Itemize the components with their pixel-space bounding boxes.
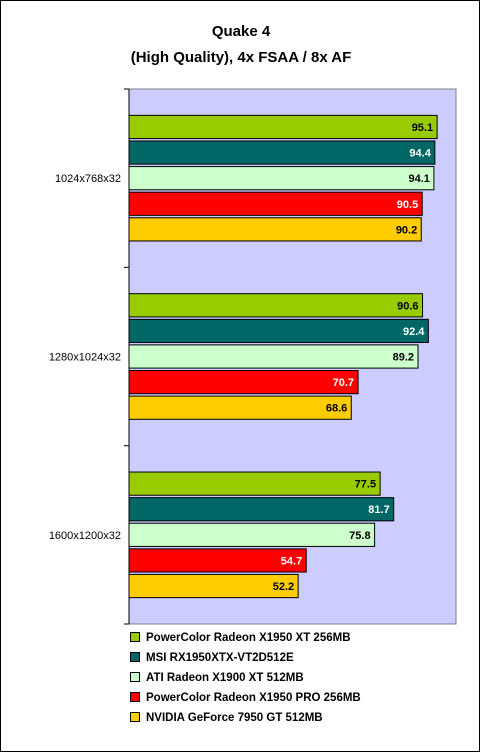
- legend-item: ATI Radeon X1900 XT 512MB: [130, 668, 430, 688]
- data-label: 81.7: [368, 504, 389, 516]
- legend-item: PowerColor Radeon X1950 PRO 256MB: [130, 688, 430, 708]
- data-label: 94.4: [409, 148, 431, 160]
- chart-title: Quake 4: [211, 23, 271, 40]
- bar: [128, 318, 429, 343]
- legend-label: ATI Radeon X1900 XT 512MB: [146, 672, 304, 684]
- bar: [128, 548, 307, 573]
- data-label: 52.2: [273, 581, 294, 593]
- data-label: 77.5: [355, 479, 376, 491]
- bar: [128, 114, 438, 140]
- data-label: 75.8: [349, 530, 370, 542]
- data-label: 90.2: [396, 224, 417, 236]
- legend-label: NVIDIA GeForce 7950 GT 512MB: [146, 712, 323, 724]
- bar: [128, 395, 352, 420]
- legend-swatch: [130, 671, 140, 682]
- bar: [128, 522, 376, 547]
- bar: [128, 166, 435, 191]
- bar: [128, 217, 422, 242]
- data-label: 90.6: [397, 300, 418, 312]
- category-label: 1600x1200x32: [49, 530, 121, 542]
- legend-label: MSI RX1950XTX-VT2D512E: [146, 652, 294, 664]
- chart-legend: PowerColor Radeon X1950 XT 256MB MSI RX19…: [130, 628, 430, 728]
- bar: [128, 191, 423, 216]
- legend-item: MSI RX1950XTX-VT2D512E: [130, 648, 430, 668]
- data-label: 68.6: [326, 403, 347, 415]
- legend-item: PowerColor Radeon X1950 XT 256MB: [130, 628, 430, 648]
- legend-swatch: [130, 651, 140, 662]
- legend-label: PowerColor Radeon X1950 XT 256MB: [146, 632, 351, 644]
- bar: [128, 140, 436, 165]
- bar: [128, 293, 424, 318]
- legend-label: PowerColor Radeon X1950 PRO 256MB: [146, 692, 361, 704]
- data-label: 90.5: [397, 199, 418, 211]
- data-label: 92.4: [403, 326, 425, 338]
- bar: [128, 497, 395, 522]
- bar: [128, 344, 419, 369]
- data-label: 89.2: [393, 352, 414, 364]
- data-label: 95.1: [412, 122, 433, 134]
- legend-item: NVIDIA GeForce 7950 GT 512MB: [130, 708, 430, 728]
- data-label: 94.1: [408, 173, 429, 185]
- category-label: 1024x768x32: [55, 173, 121, 185]
- bar: [128, 370, 359, 395]
- data-label: 70.7: [333, 377, 354, 389]
- data-label: 54.7: [281, 555, 302, 567]
- legend-swatch: [130, 631, 140, 642]
- legend-swatch: [130, 711, 140, 722]
- bar: [128, 471, 381, 496]
- legend-swatch: [130, 691, 140, 702]
- chart-subtitle: (High Quality), 4x FSAA / 8x AF: [130, 49, 352, 66]
- category-label: 1280x1024x32: [49, 352, 121, 364]
